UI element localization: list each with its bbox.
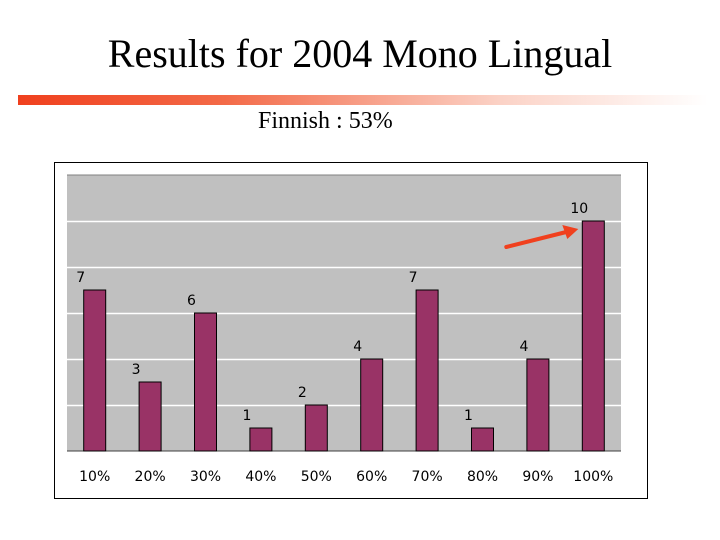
bar — [415, 289, 439, 452]
slide-title: Results for 2004 Mono Lingual — [107, 31, 613, 76]
bar — [83, 289, 107, 452]
bar — [138, 381, 162, 452]
arrow-head — [562, 225, 579, 239]
bar — [249, 427, 273, 452]
bar — [360, 358, 384, 452]
annotation-arrow — [504, 225, 579, 249]
x-tick-label: 90% — [522, 469, 553, 485]
x-tick-label: 10% — [79, 469, 110, 485]
bar — [471, 427, 494, 452]
data-label: 6 — [187, 293, 196, 309]
x-tick-label: 70% — [412, 469, 443, 485]
x-tick-label: 20% — [135, 469, 166, 485]
bars — [83, 220, 605, 452]
data-label: 4 — [353, 339, 362, 355]
arrow-shaft — [504, 230, 569, 249]
x-tick-label: 50% — [301, 469, 332, 485]
data-label: 1 — [242, 408, 251, 424]
x-tick-label: 100% — [573, 469, 613, 485]
bar — [526, 358, 550, 452]
title-underline-rule — [18, 95, 708, 105]
x-axis-tick-labels: 10% 20% 30% 40% 50% 60% 70% 80% 90% 100% — [79, 469, 613, 485]
data-label: 3 — [132, 362, 141, 378]
data-labels: 7 3 6 1 2 4 7 1 4 10 — [76, 201, 588, 424]
chart-frame: 7 3 6 1 2 4 7 1 4 10 10% 20% 30% 40% 50% 60% 70% 80% 90% 1… — [54, 162, 648, 499]
bar — [304, 404, 328, 452]
x-tick-label: 80% — [467, 469, 498, 485]
data-label: 2 — [298, 385, 307, 401]
slide-subtitle: Finnish : 53% — [258, 108, 393, 134]
data-label: 7 — [409, 270, 418, 286]
bar — [194, 312, 217, 452]
data-label: 4 — [519, 339, 528, 355]
data-label: 7 — [76, 270, 85, 286]
x-tick-label: 40% — [245, 469, 276, 485]
bar — [581, 220, 605, 452]
x-tick-label: 30% — [190, 469, 221, 485]
data-label: 10 — [570, 201, 588, 217]
x-tick-label: 60% — [356, 469, 387, 485]
data-label: 1 — [464, 408, 473, 424]
